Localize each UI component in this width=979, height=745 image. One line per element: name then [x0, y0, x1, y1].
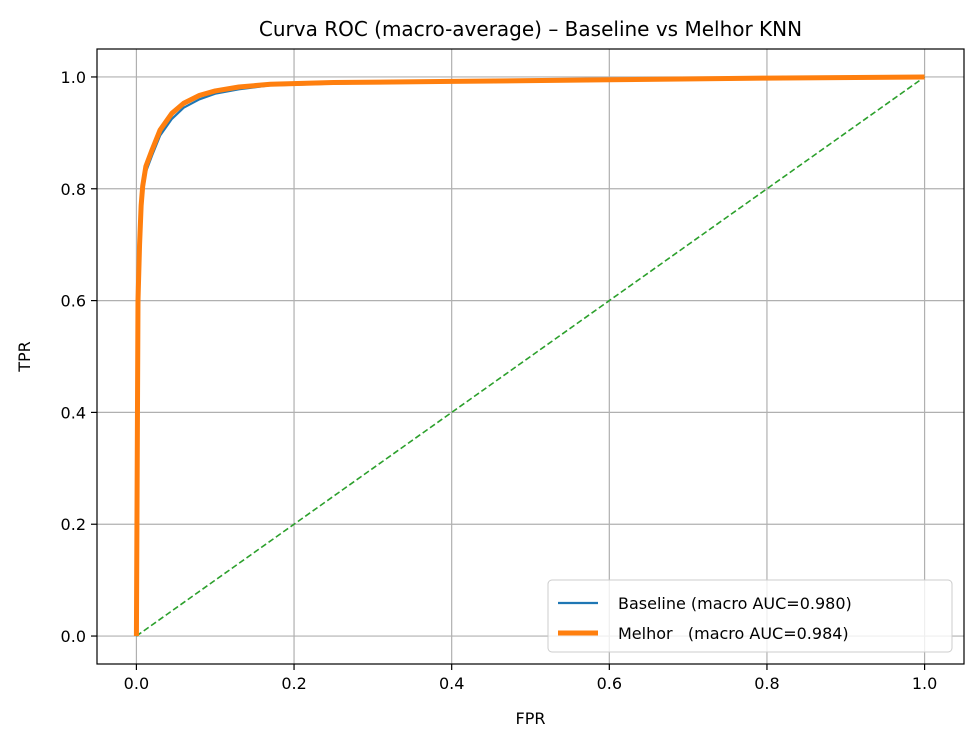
x-tick-label: 0.6 — [597, 674, 622, 693]
legend-entry-label: Baseline (macro AUC=0.980) — [618, 594, 852, 613]
x-tick-label: 0.2 — [281, 674, 306, 693]
x-axis-label: FPR — [516, 709, 546, 728]
series-group — [133, 74, 926, 637]
legend-box — [547, 579, 953, 653]
x-tick-label: 0.4 — [439, 674, 464, 693]
y-tick-label: 0.8 — [61, 180, 86, 199]
legend: Baseline (macro AUC=0.980) Melhor (macro … — [547, 579, 953, 653]
legend-entry-label: Melhor (macro AUC=0.984) — [618, 624, 849, 643]
x-tick-label: 0.0 — [124, 674, 149, 693]
y-tick-label: 0.4 — [61, 403, 86, 422]
y-tick-label: 0.2 — [61, 515, 86, 534]
y-axis-label: TPR — [15, 341, 34, 373]
chance-diagonal-line — [135, 76, 926, 637]
plot-frame — [96, 48, 965, 665]
melhor-roc-line — [133, 74, 925, 637]
grid-lines — [97, 49, 964, 664]
y-tick-label: 0.0 — [61, 627, 86, 646]
chart-title: Curva ROC (macro-average) – Baseline vs … — [259, 17, 802, 41]
x-tick-label: 0.8 — [754, 674, 779, 693]
y-tick-label: 1.0 — [61, 68, 86, 87]
axis-ticks: 0.0 0.2 0.4 0.6 0.8 1.0 0.0 0.2 0.4 0.6 0.8 1.0 — [61, 68, 938, 693]
y-tick-label: 0.6 — [61, 292, 86, 311]
x-tick-label: 1.0 — [912, 674, 937, 693]
